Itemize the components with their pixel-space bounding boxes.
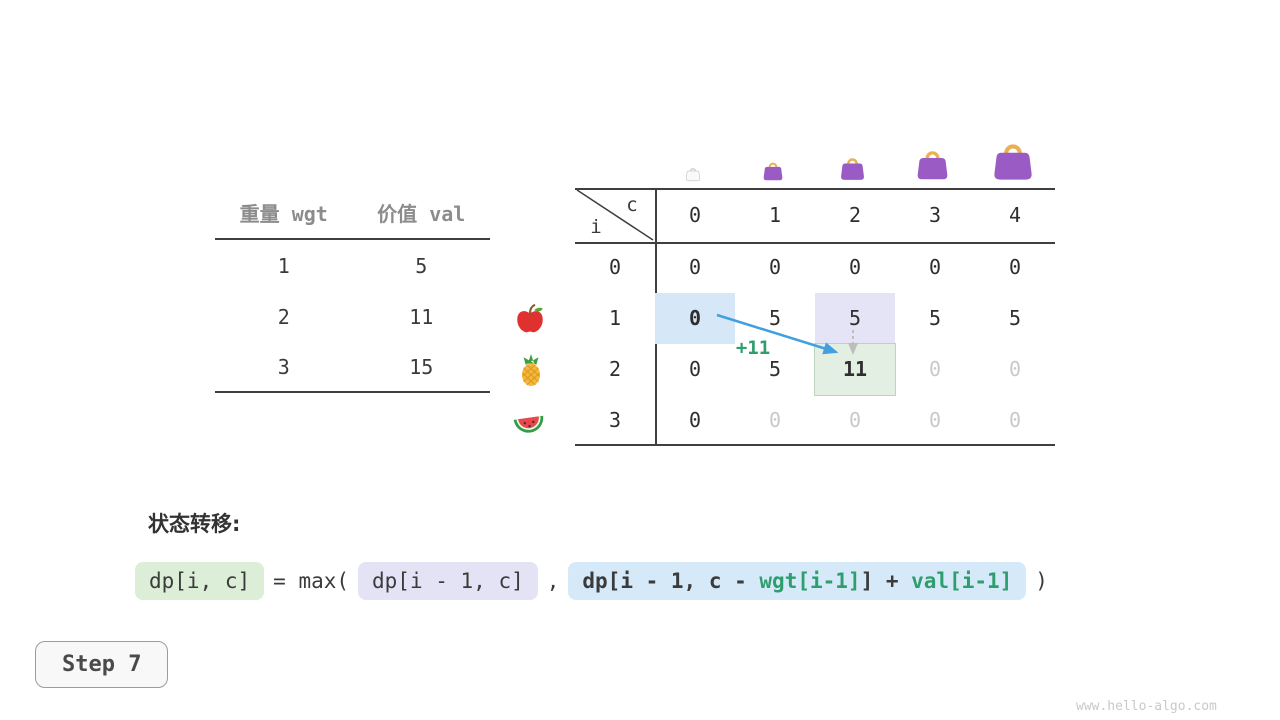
dp-cell: 0 xyxy=(688,357,702,381)
watermelon-icon xyxy=(512,405,546,439)
dp-cell: 0 xyxy=(768,408,782,432)
bag-icon-capacity-4 xyxy=(991,139,1035,183)
dp-cell: 5 xyxy=(1008,306,1022,330)
wgt-term: wgt[i-1] xyxy=(759,569,861,593)
dp-col-header: 3 xyxy=(928,203,942,227)
dp-cell: 11 xyxy=(814,343,896,396)
dp-current-chip: dp[i, c] xyxy=(135,562,265,600)
dp-col-header: 2 xyxy=(848,203,862,227)
item-row: 2 11 xyxy=(215,291,490,342)
dp-cell: 0 xyxy=(655,293,735,344)
row-index-label: i xyxy=(590,216,602,238)
dp-corner-cell: c i xyxy=(575,188,655,242)
item-val-value: 15 xyxy=(409,354,434,379)
take-term-prefix: dp[i - 1, c - xyxy=(582,569,760,593)
bag-icon-capacity-1 xyxy=(762,160,784,182)
bag-icon-capacity-2 xyxy=(839,155,866,182)
dp-table-header-line xyxy=(575,242,1055,244)
bag-icon-capacity-0 xyxy=(685,166,701,182)
arrow-value-label: +11 xyxy=(735,337,771,359)
dp-table-top-line xyxy=(575,188,1055,190)
dp-cell: 0 xyxy=(768,255,782,279)
corner-diagonal-line xyxy=(576,189,654,241)
dp-row-header: 2 xyxy=(608,357,622,381)
equals-max-text: = max( xyxy=(273,569,350,593)
col-index-label: c xyxy=(626,194,638,216)
item-val-value: 11 xyxy=(409,304,434,329)
dp-cell: 0 xyxy=(848,408,862,432)
dp-cell: 5 xyxy=(768,357,782,381)
dp-cell: 0 xyxy=(928,255,942,279)
dp-cell: 0 xyxy=(848,255,862,279)
items-table-header-wgt: 重量 wgt xyxy=(239,201,328,226)
dp-cell: 0 xyxy=(1008,357,1022,381)
comma-text: , xyxy=(546,569,560,593)
dp-cell: 0 xyxy=(928,408,942,432)
site-watermark: www.hello-algo.com xyxy=(1076,699,1217,714)
item-wgt-value: 3 xyxy=(277,354,290,379)
bag-icon-capacity-3 xyxy=(915,147,950,182)
dp-cell: 0 xyxy=(1008,408,1022,432)
items-table-header-row: 重量 wgt 价值 val xyxy=(215,186,490,240)
items-table-header-val: 价值 val xyxy=(377,201,466,226)
val-term: val[i-1] xyxy=(911,569,1013,593)
dp-cell: 0 xyxy=(688,408,702,432)
transition-heading: 状态转移: xyxy=(148,512,241,536)
dp-cell: 0 xyxy=(688,255,702,279)
dp-cell: 0 xyxy=(928,357,942,381)
item-wgt-value: 1 xyxy=(277,253,290,278)
dp-take-chip: dp[i - 1, c - wgt[i-1]] + val[i-1] xyxy=(568,562,1027,600)
state-transition-formula: dp[i, c] = max( dp[i - 1, c] , dp[i - 1,… xyxy=(135,562,1057,600)
step-indicator: Step 7 xyxy=(35,641,169,688)
take-term-mid: ] + xyxy=(860,569,912,593)
dp-col-header: 1 xyxy=(768,203,782,227)
dp-row-header: 3 xyxy=(608,408,622,432)
item-row: 1 5 xyxy=(215,240,490,291)
dp-row-header: 1 xyxy=(608,306,622,330)
apple-icon xyxy=(513,302,547,336)
dp-cell: 5 xyxy=(928,306,942,330)
dp-row-header: 0 xyxy=(608,255,622,279)
dp-skip-chip: dp[i - 1, c] xyxy=(358,562,538,600)
dp-col-header: 4 xyxy=(1008,203,1022,227)
item-row: 3 15 xyxy=(215,342,490,393)
item-weight-value-table: 重量 wgt 价值 val wgt[i-1] val[i-1] 1 5 2 11… xyxy=(215,186,490,393)
dp-cell: 0 xyxy=(1008,255,1022,279)
dp-table-bottom-line xyxy=(575,444,1055,446)
item-val-value: 5 xyxy=(415,253,428,278)
item-wgt-value: 2 xyxy=(277,304,290,329)
close-paren-text: ) xyxy=(1035,569,1048,593)
pineapple-icon xyxy=(514,353,548,387)
dp-col-header: 0 xyxy=(688,203,702,227)
dp-table: c i 0 1 2 3 4 0 1 2 3 0 0 0 0 0 0 5 5 5 … xyxy=(575,188,1055,446)
dp-cell: 5 xyxy=(815,293,895,344)
